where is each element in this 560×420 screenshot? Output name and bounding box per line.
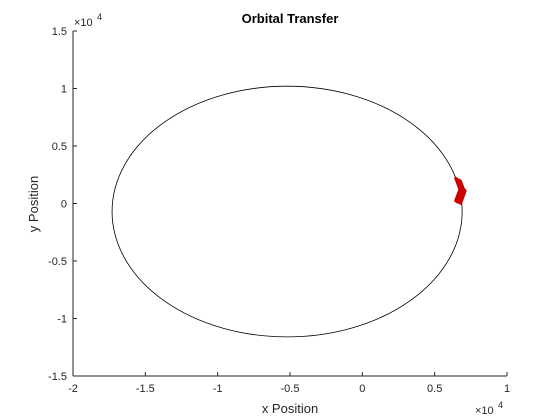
plot-area: [73, 31, 507, 376]
data-marks: [111, 85, 467, 338]
burn-outline: [454, 178, 467, 204]
x-exponent-base: ×10: [475, 405, 494, 417]
y-tick-label: -1: [57, 314, 67, 326]
x-tick-label: 0: [359, 383, 365, 395]
burn-marks: [453, 176, 467, 206]
y-tick-label: 1: [61, 84, 67, 96]
y-exponent-power: 4: [97, 12, 102, 22]
y-tick-label: 0.5: [52, 141, 67, 153]
y-tick-label: 0: [61, 199, 67, 211]
chart-title: Orbital Transfer: [242, 11, 339, 26]
x-tick-label: -2: [68, 383, 78, 395]
y-tick-label: -0.5: [48, 256, 67, 268]
y-exponent: ×10 4: [74, 12, 102, 29]
x-axis-label: x Position: [262, 401, 318, 416]
x-exponent-power: 4: [498, 400, 503, 410]
orbit-ellipse: [111, 85, 463, 338]
x-tick-label: -0.5: [281, 383, 300, 395]
x-tick-label: 0.5: [427, 383, 442, 395]
x-tick-label: -1.5: [136, 383, 155, 395]
y-axis-label: y Position: [26, 176, 41, 232]
x-tick-label: 1: [504, 383, 510, 395]
x-tick-label: -1: [213, 383, 223, 395]
y-exponent-base: ×10: [74, 17, 93, 29]
x-exponent: ×10 4: [475, 400, 503, 417]
y-tick-label: 1.5: [52, 26, 67, 38]
axes: -2 -1.5 -1 -0.5 0 0.5 1-1.5-1-0.500.511.5: [48, 26, 510, 395]
y-tick-label: -1.5: [48, 371, 67, 383]
